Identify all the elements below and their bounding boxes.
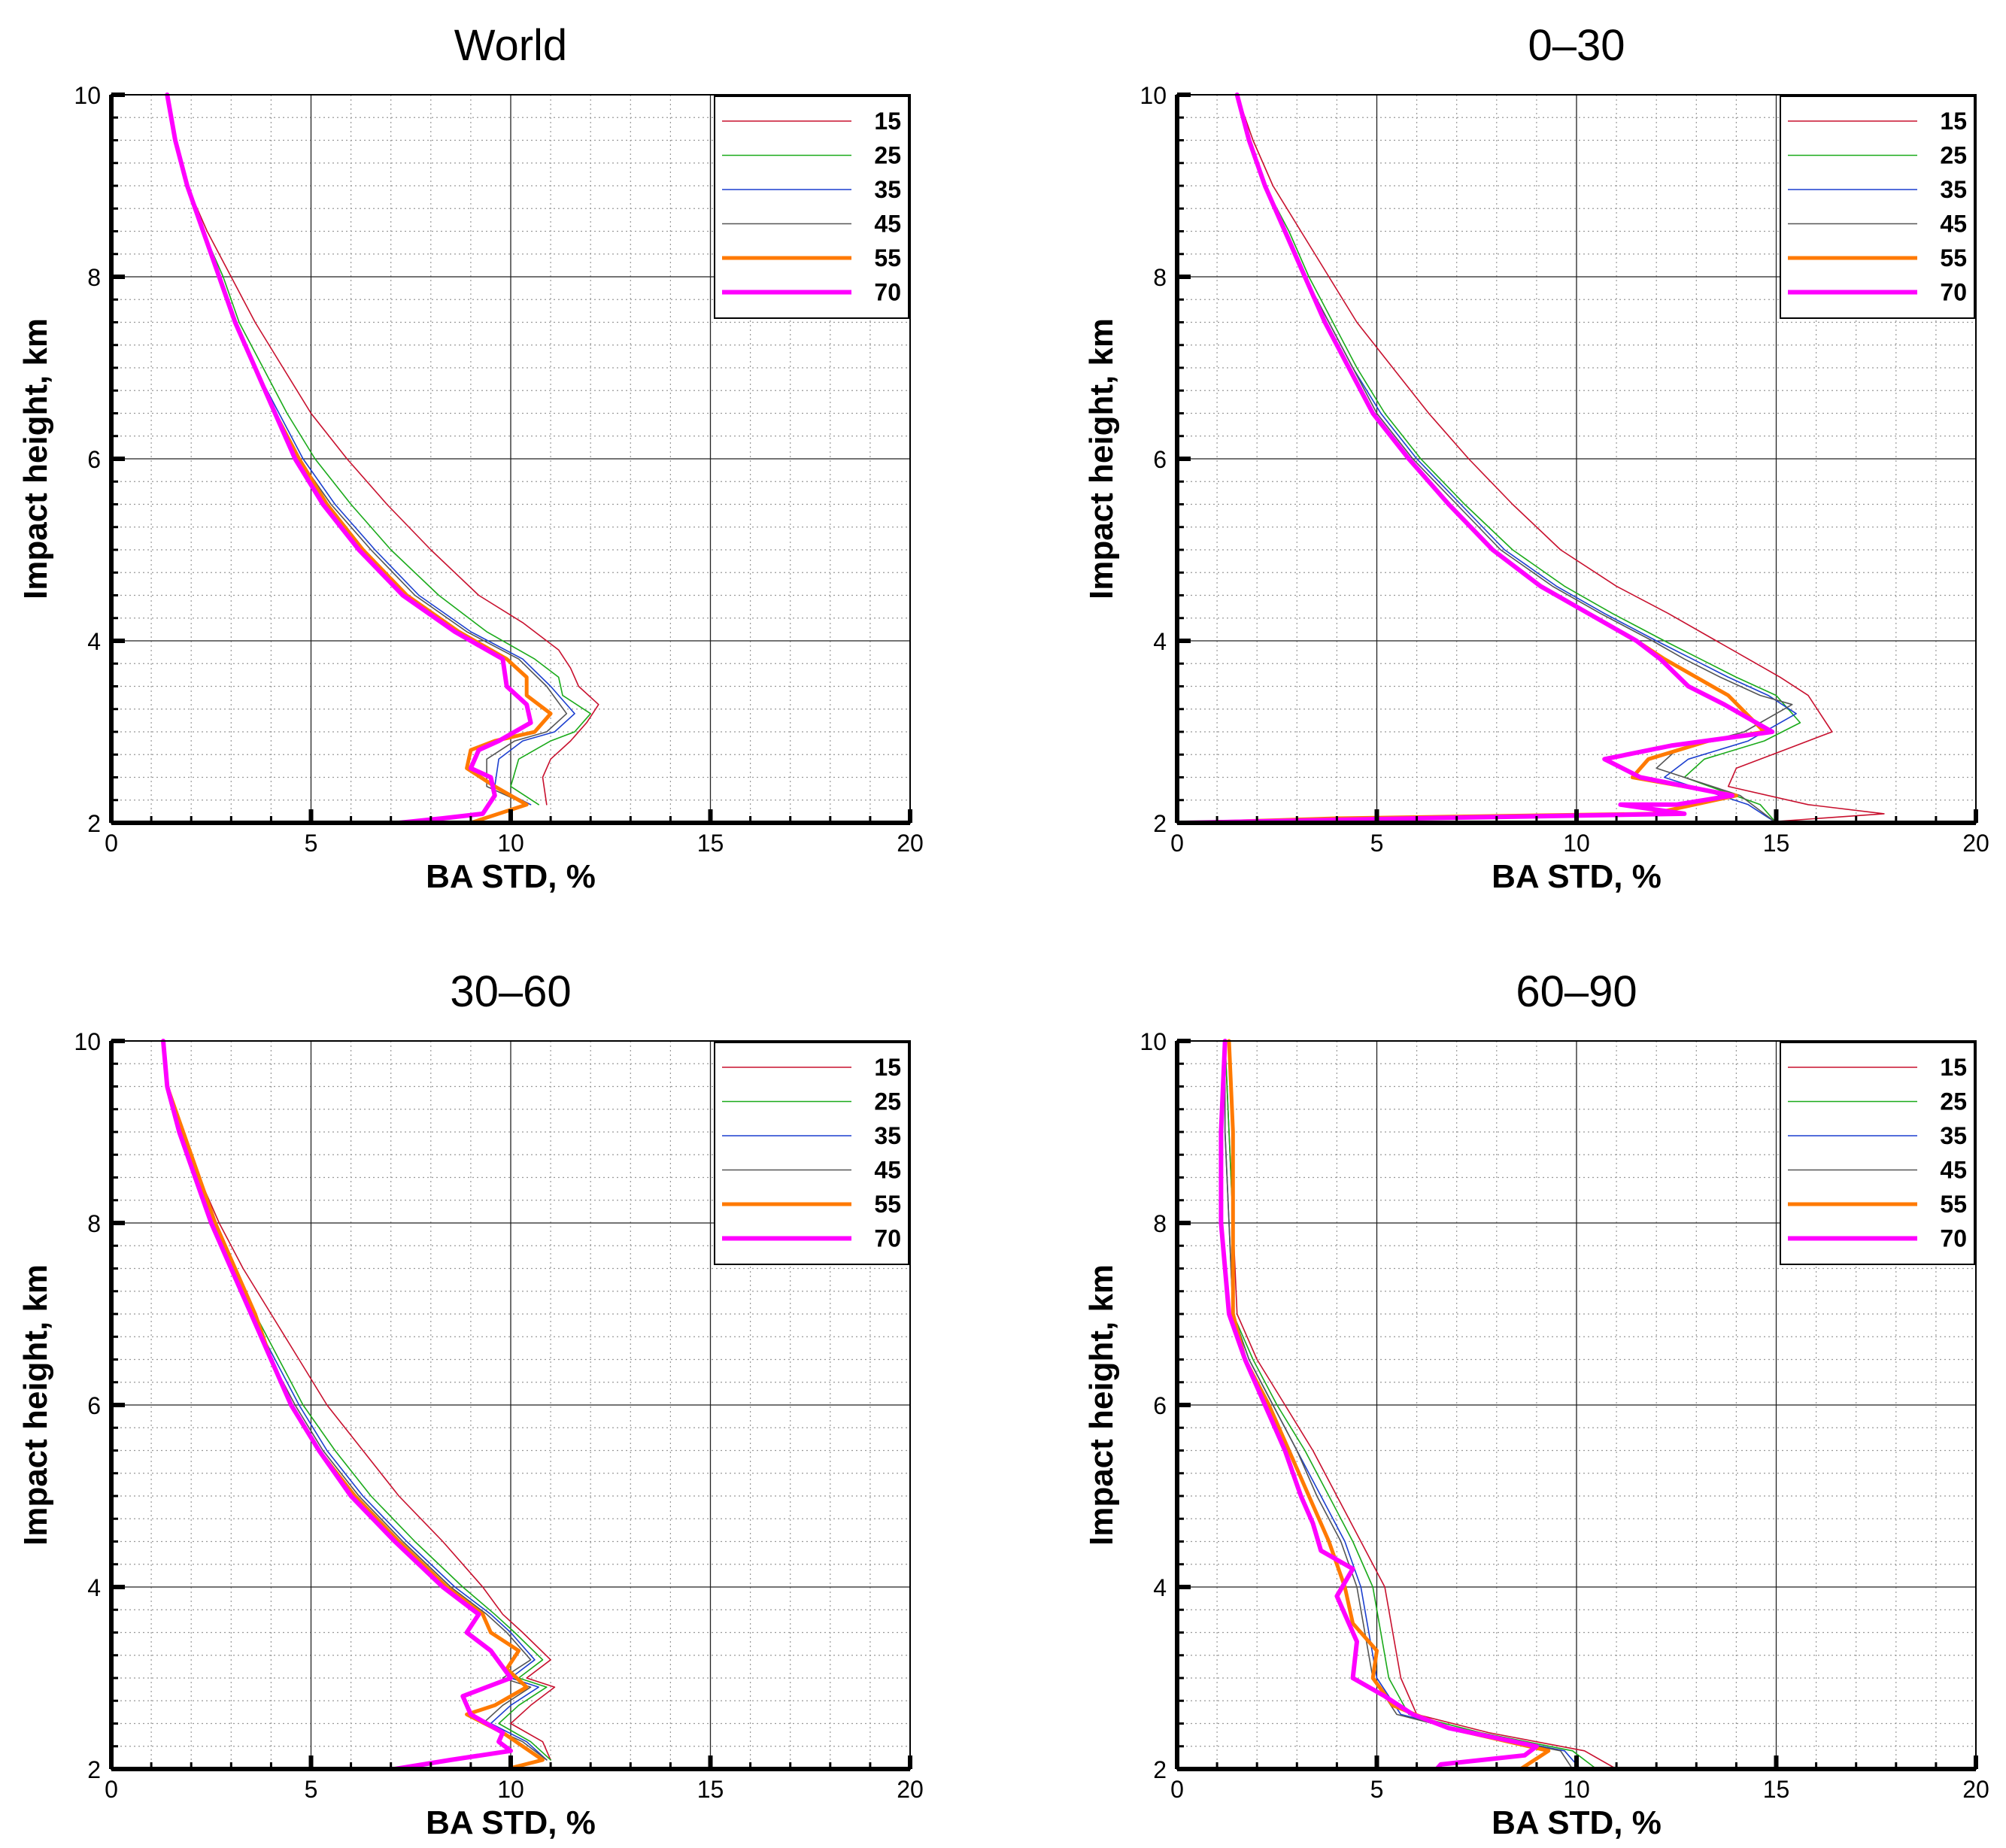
legend-label-55: 55	[874, 244, 901, 272]
chart-panel-0-30: 0 5 10 15 20 2 4 6 8 10 0–30 BA STD, % Impact height…	[1083, 21, 1989, 895]
chart-panel-60-90: 0 5 10 15 20 2 4 6 8 10 60–90 BA STD, % Impact heigh…	[1083, 967, 1989, 1841]
y-axis-label: Impact height, km	[1083, 1264, 1120, 1546]
y-tick-label: 6	[87, 1392, 101, 1419]
legend-label-45: 45	[874, 1157, 901, 1184]
y-tick-label: 10	[74, 1028, 101, 1055]
x-tick-label: 0	[105, 830, 118, 857]
legend-box	[1780, 96, 1975, 319]
x-axis-label: BA STD, %	[1492, 1804, 1662, 1841]
chart-title: 30–60	[450, 967, 571, 1016]
x-tick-label: 15	[697, 1776, 724, 1803]
x-tick-label: 20	[1962, 830, 1989, 857]
legend-label-45: 45	[1940, 211, 1967, 238]
legend-box	[714, 96, 909, 319]
y-tick-label: 10	[74, 82, 101, 109]
legend-label-45: 45	[874, 211, 901, 238]
y-axis-label: Impact height, km	[17, 318, 54, 599]
chart-title: 0–30	[1528, 21, 1625, 70]
legend-label-35: 35	[874, 176, 901, 203]
y-tick-label: 2	[87, 810, 101, 837]
legend-label-55: 55	[1940, 244, 1967, 272]
legend: 15 25 35 45 55 70	[714, 96, 909, 319]
legend-label-15: 15	[1940, 1054, 1967, 1081]
legend-label-25: 25	[1940, 142, 1967, 169]
y-tick-label: 6	[1153, 446, 1167, 473]
series-line-15	[1236, 94, 1885, 824]
series-line-70	[165, 93, 533, 825]
series-line-15	[1224, 1040, 1617, 1770]
y-tick-label: 8	[87, 264, 101, 291]
legend-box	[714, 1042, 909, 1265]
y-tick-label: 6	[87, 446, 101, 473]
x-tick-label: 15	[1763, 830, 1790, 857]
legend-label-25: 25	[874, 142, 901, 169]
x-tick-label: 10	[1563, 830, 1590, 857]
y-tick-label: 2	[1153, 1756, 1167, 1783]
series-line-70	[1218, 1039, 1539, 1771]
x-tick-label: 10	[1563, 1776, 1590, 1803]
x-axis-label: BA STD, %	[426, 858, 596, 895]
y-tick-label: 6	[1153, 1392, 1167, 1419]
x-tick-label: 20	[897, 830, 924, 857]
legend-label-25: 25	[1940, 1088, 1967, 1115]
legend-label-70: 70	[1940, 279, 1967, 306]
x-tick-label: 20	[897, 1776, 924, 1803]
x-axis-label: BA STD, %	[426, 1804, 596, 1841]
y-tick-label: 2	[87, 1756, 101, 1783]
legend-label-55: 55	[1940, 1191, 1967, 1218]
y-tick-label: 4	[87, 1574, 101, 1601]
x-axis-label: BA STD, %	[1492, 858, 1662, 895]
legend-label-25: 25	[874, 1088, 901, 1115]
legend-label-35: 35	[1940, 176, 1967, 203]
legend: 15 25 35 45 55 70	[1780, 96, 1975, 319]
legend-label-70: 70	[1940, 1225, 1967, 1252]
series-line-25	[1236, 94, 1801, 824]
chart-title: World	[454, 21, 567, 70]
legend-label-70: 70	[874, 279, 901, 306]
x-tick-label: 10	[497, 1776, 524, 1803]
legend: 15 25 35 45 55 70	[1780, 1042, 1975, 1265]
y-tick-label: 10	[1140, 1028, 1167, 1055]
y-tick-label: 2	[1153, 810, 1167, 837]
legend-label-15: 15	[874, 108, 901, 135]
legend-label-55: 55	[874, 1191, 901, 1218]
legend-label-35: 35	[1940, 1122, 1967, 1149]
y-tick-label: 8	[1153, 1210, 1167, 1237]
y-tick-label: 4	[87, 628, 101, 655]
series-line-15	[166, 94, 599, 806]
y-axis-label: Impact height, km	[1083, 318, 1120, 599]
x-tick-label: 10	[497, 830, 524, 857]
series-line-70	[161, 1039, 513, 1771]
legend-label-45: 45	[1940, 1157, 1967, 1184]
y-tick-label: 4	[1153, 628, 1167, 655]
x-tick-label: 15	[1763, 1776, 1790, 1803]
x-tick-label: 5	[305, 830, 318, 857]
y-tick-label: 8	[87, 1210, 101, 1237]
x-tick-label: 0	[1170, 1776, 1184, 1803]
x-tick-label: 0	[1170, 830, 1184, 857]
x-tick-label: 5	[1370, 830, 1384, 857]
chart-panel-30-60: 0 5 10 15 20 2 4 6 8 10 30–60 BA STD, % Impact heigh…	[17, 967, 924, 1841]
y-tick-label: 10	[1140, 82, 1167, 109]
x-tick-label: 0	[105, 1776, 118, 1803]
legend-box	[1780, 1042, 1975, 1265]
legend-label-70: 70	[874, 1225, 901, 1252]
y-tick-label: 8	[1153, 264, 1167, 291]
chart-panel-world: 0 5 10 15 20 2 4 6 8 10 World BA STD, % Impact heigh…	[17, 21, 924, 895]
legend-label-15: 15	[874, 1054, 901, 1081]
y-tick-label: 4	[1153, 1574, 1167, 1601]
x-tick-label: 5	[305, 1776, 318, 1803]
x-tick-label: 20	[1962, 1776, 1989, 1803]
series-line-55	[161, 1039, 545, 1771]
legend: 15 25 35 45 55 70	[714, 1042, 909, 1265]
y-axis-label: Impact height, km	[17, 1264, 54, 1546]
chart-title: 60–90	[1516, 967, 1637, 1016]
legend-label-15: 15	[1940, 108, 1967, 135]
x-tick-label: 15	[697, 830, 724, 857]
legend-label-35: 35	[874, 1122, 901, 1149]
series-line-70	[1182, 93, 1775, 825]
x-tick-label: 5	[1370, 1776, 1384, 1803]
